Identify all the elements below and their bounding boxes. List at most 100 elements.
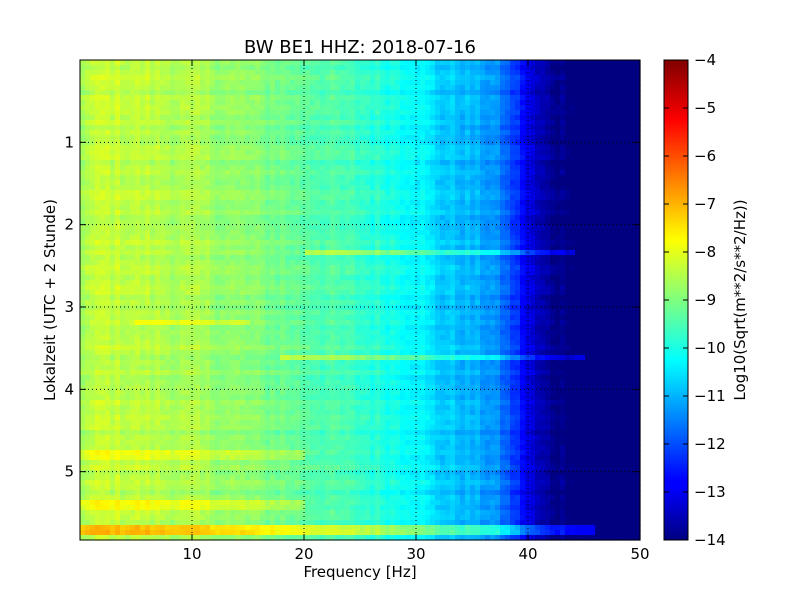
heatmap-cell: [310, 280, 316, 286]
heatmap-cell: [100, 175, 106, 181]
heatmap-cell: [245, 160, 251, 166]
heatmap-cell: [500, 215, 506, 221]
heatmap-cell: [405, 105, 411, 111]
heatmap-cell: [560, 215, 566, 221]
heatmap-cell: [560, 265, 566, 271]
heatmap-cell: [235, 215, 241, 221]
heatmap-cell: [175, 245, 181, 251]
heatmap-cell: [215, 225, 221, 231]
heatmap-cell: [225, 135, 231, 141]
heatmap-cell: [90, 235, 96, 241]
heatmap-cell: [335, 265, 341, 271]
heatmap-cell: [135, 65, 141, 71]
heatmap-cell: [375, 250, 381, 256]
heatmap-cell: [200, 115, 206, 121]
heatmap-cell: [625, 265, 631, 271]
heatmap-cell: [450, 265, 456, 271]
heatmap-cell: [540, 170, 546, 176]
heatmap-cell: [130, 85, 136, 91]
heatmap-cell: [160, 85, 166, 91]
heatmap-cell: [500, 145, 506, 151]
heatmap-cell: [280, 85, 286, 91]
heatmap-cell: [415, 135, 421, 141]
heatmap-cell: [595, 225, 601, 231]
heatmap-cell: [90, 265, 96, 271]
heatmap-cell: [560, 105, 566, 111]
heatmap-cell: [250, 105, 256, 111]
heatmap-cell: [195, 255, 201, 261]
heatmap-cell: [180, 130, 186, 136]
heatmap-cell: [475, 195, 481, 201]
heatmap-cell: [420, 220, 426, 226]
heatmap-cell: [125, 125, 131, 131]
heatmap-cell: [290, 120, 296, 126]
heatmap-cell: [540, 90, 546, 96]
heatmap-cell: [245, 250, 251, 256]
heatmap-cell: [260, 270, 266, 276]
heatmap-cell: [615, 175, 621, 181]
heatmap-cell: [605, 60, 611, 66]
heatmap-cell: [605, 255, 611, 261]
heatmap-cell: [310, 260, 316, 266]
heatmap-cell: [485, 180, 491, 186]
heatmap-cell: [610, 175, 616, 181]
heatmap-cell: [280, 65, 286, 71]
heatmap-cell: [180, 255, 186, 261]
heatmap-cell: [130, 60, 136, 66]
heatmap-cell: [110, 155, 116, 161]
heatmap-cell: [410, 90, 416, 96]
heatmap-cell: [240, 165, 246, 171]
heatmap-cell: [250, 225, 256, 231]
heatmap-cell: [500, 130, 506, 136]
heatmap-cell: [205, 135, 211, 141]
heatmap-cell: [505, 260, 511, 266]
heatmap-cell: [530, 230, 536, 236]
heatmap-cell: [620, 70, 626, 76]
heatmap-cell: [295, 115, 301, 121]
heatmap-cell: [345, 165, 351, 171]
heatmap-cell: [285, 75, 291, 81]
heatmap-cell: [130, 245, 136, 251]
heatmap-cell: [435, 175, 441, 181]
heatmap-cell: [140, 60, 146, 66]
heatmap-cell: [495, 85, 501, 91]
heatmap-cell: [90, 115, 96, 121]
heatmap-cell: [115, 155, 121, 161]
heatmap-cell: [520, 235, 526, 241]
heatmap-cell: [335, 185, 341, 191]
heatmap-cell: [305, 125, 311, 131]
heatmap-cell: [95, 180, 101, 186]
heatmap-cell: [115, 210, 121, 216]
heatmap-cell: [490, 155, 496, 161]
heatmap-cell: [365, 280, 371, 286]
heatmap-cell: [130, 195, 136, 201]
heatmap-cell: [340, 230, 346, 236]
heatmap-cell: [265, 105, 271, 111]
heatmap-cell: [125, 275, 131, 281]
heatmap-cell: [130, 255, 136, 261]
heatmap-cell: [555, 125, 561, 131]
heatmap-cell: [335, 215, 341, 221]
heatmap-cell: [495, 190, 501, 196]
heatmap-cell: [440, 185, 446, 191]
heatmap-cell: [245, 140, 251, 146]
heatmap-cell: [315, 280, 321, 286]
heatmap-cell: [320, 250, 326, 256]
heatmap-cell: [265, 225, 271, 231]
heatmap-cell: [630, 105, 636, 111]
heatmap-cell: [360, 240, 366, 246]
heatmap-cell: [215, 195, 221, 201]
heatmap-cell: [280, 250, 286, 256]
heatmap-cell: [270, 275, 276, 281]
heatmap-cell: [335, 120, 341, 126]
heatmap-cell: [155, 235, 161, 241]
heatmap-cell: [635, 110, 641, 116]
heatmap-cell: [595, 90, 601, 96]
heatmap-cell: [230, 230, 236, 236]
heatmap-cell: [510, 230, 516, 236]
heatmap-cell: [205, 145, 211, 151]
heatmap-cell: [575, 175, 581, 181]
heatmap-cell: [370, 230, 376, 236]
heatmap-cell: [440, 230, 446, 236]
heatmap-cell: [480, 205, 486, 211]
